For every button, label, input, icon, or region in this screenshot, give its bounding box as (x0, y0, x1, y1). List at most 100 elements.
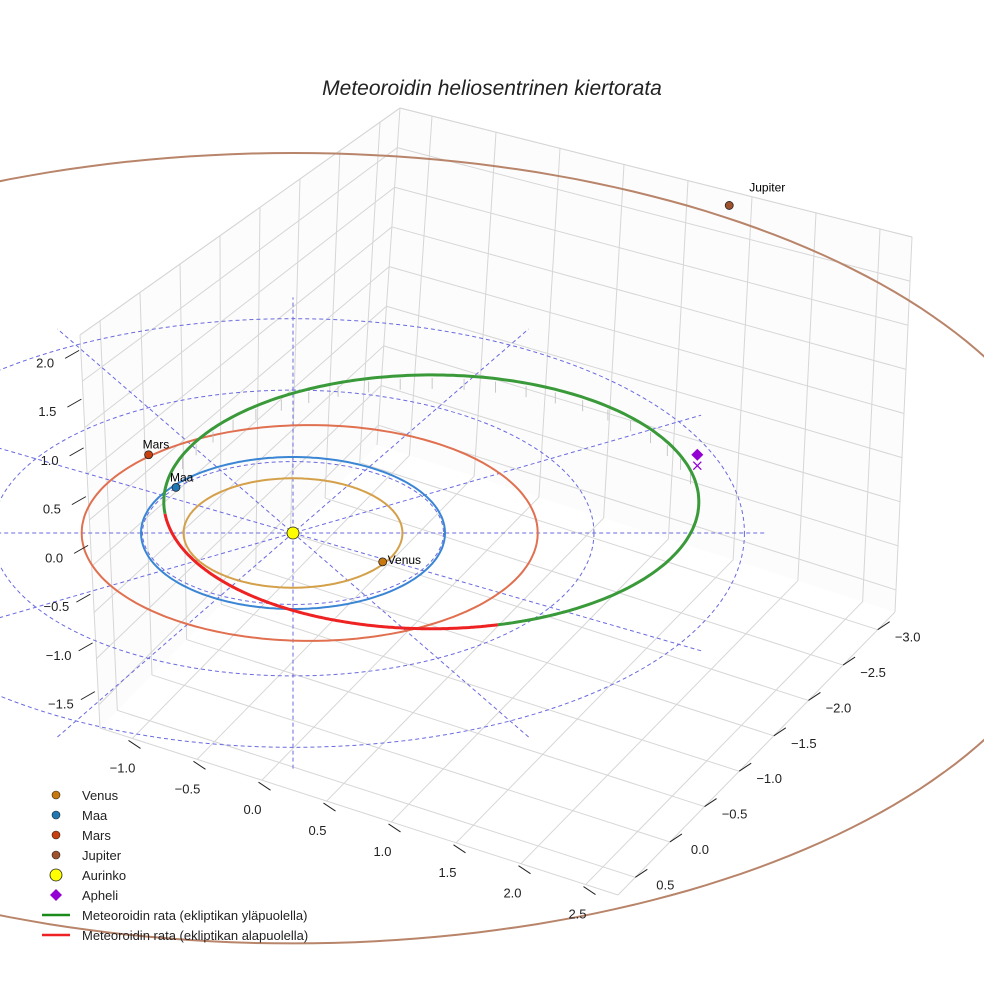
gridline-y-wall (538, 148, 561, 498)
gridline-x-wall (255, 207, 261, 569)
vertical-edge (79, 334, 101, 729)
planet-label-jupiter: Jupiter (749, 180, 785, 194)
y-axis-tick-mark (738, 762, 752, 772)
gridline-y-wall (408, 116, 433, 456)
x-axis-tick-mark (258, 781, 271, 791)
legend-item: Apheli (50, 888, 118, 903)
y-axis-tick-mark (669, 833, 683, 843)
gridline-x-wall (219, 235, 222, 605)
legend-diamond-icon (50, 889, 62, 901)
legend-dot-icon (51, 850, 61, 860)
y-axis-tick-mark (842, 656, 856, 666)
gridline-z (93, 345, 385, 613)
orbit-venus (182, 477, 404, 589)
aphelion-marker (691, 448, 704, 461)
legend-label: Mars (82, 828, 111, 843)
z-axis-tick-label: 0.0 (45, 550, 63, 565)
gridline-x-floor (132, 455, 410, 739)
legend-label: Meteoroidin rata (ekliptikan yläpuolella… (82, 908, 307, 923)
z-axis-tick-mark (80, 691, 96, 701)
legend-label: Apheli (82, 888, 118, 903)
y-axis-tick-label: 0.0 (691, 842, 709, 857)
x-axis-tick-mark (453, 844, 466, 854)
gridline-z (84, 186, 395, 428)
gridline-z (397, 147, 911, 282)
y-axis-tick-mark (773, 727, 787, 737)
legend-label: Aurinko (82, 868, 126, 883)
gridline-z (378, 424, 897, 591)
gridline-x-floor (196, 475, 475, 760)
y-axis-tick-label: −3.0 (895, 630, 921, 645)
planet-marker-maa (171, 482, 181, 492)
top-edge (79, 107, 401, 336)
meteoroid-orbit-below (163, 513, 498, 631)
gridline-y-floor (221, 603, 740, 772)
z-axis-tick-mark (69, 447, 84, 457)
gridline-x-wall (139, 292, 153, 675)
gridline-y-floor (255, 568, 774, 737)
gridline-z (86, 226, 393, 475)
vertical-edge (376, 107, 401, 446)
legend-dot-icon (51, 790, 61, 800)
reference-ray (0, 414, 702, 619)
chart-title: Meteoroidin heliosentrinen kiertorata (322, 77, 662, 100)
legend-item: Jupiter (51, 848, 122, 863)
planet-label-venus: Venus (388, 553, 421, 567)
legend-item: Venus (51, 788, 119, 803)
gridline-x-floor (326, 517, 604, 802)
gridline-y-wall (603, 164, 625, 519)
y-axis-tick-mark (877, 621, 890, 631)
legend-item: Meteoroidin rata (ekliptikan yläpuolella… (42, 908, 307, 923)
gridline-z (89, 266, 390, 521)
z-axis-tick-label: −1.5 (48, 697, 74, 712)
planet-marker-jupiter (724, 201, 734, 210)
z-axis-tick-label: −1.0 (46, 648, 72, 663)
y-axis-tick-mark (635, 868, 648, 878)
gridline-x-floor (520, 580, 799, 865)
z-axis-tick-label: 0.5 (43, 502, 61, 517)
gridline-x-wall (99, 320, 118, 711)
gridline-y-floor (359, 462, 878, 631)
y-axis-tick-label: −2.5 (860, 665, 886, 680)
z-axis-tick-label: 1.0 (41, 453, 59, 468)
top-edge (399, 107, 913, 238)
gridline-x-floor (261, 496, 540, 781)
planet-marker-venus (378, 557, 388, 567)
y-axis-tick-label: −1.0 (756, 771, 782, 786)
x-axis-tick-mark (193, 760, 206, 770)
gridline-x-wall (289, 178, 301, 534)
gridline-y-wall (797, 212, 817, 581)
x-axis-tick-label: 1.5 (438, 865, 456, 880)
z-axis-tick-mark (76, 593, 91, 603)
floor-edge (99, 727, 619, 896)
z-axis-tick-mark (78, 642, 93, 652)
y-axis-tick-label: −1.5 (791, 736, 817, 751)
x-axis-tick-label: 2.0 (503, 886, 521, 901)
x-axis-tick-label: −0.5 (175, 781, 201, 796)
x-axis-tick-mark (583, 886, 596, 895)
legend-item: Aurinko (49, 868, 126, 883)
meteoroid-orbit-above (162, 373, 701, 627)
x-axis-tick-label: −1.0 (110, 760, 136, 775)
y-axis-tick-mark (704, 798, 717, 807)
legend-label: Maa (82, 808, 108, 823)
z-axis-tick-mark (73, 544, 89, 554)
gridline-z (82, 147, 398, 382)
x-axis-tick-label: 2.5 (568, 907, 586, 922)
reference-circle (142, 461, 444, 605)
z-axis-tick-mark (71, 496, 87, 506)
z-axis-tick-label: −0.5 (44, 599, 70, 614)
gridline-y-wall (732, 196, 753, 560)
orbit-maa (139, 456, 446, 610)
gridline-z (391, 226, 907, 370)
gridline-y-floor (151, 674, 671, 843)
y-axis-tick-label: 0.5 (656, 877, 674, 892)
gridline-y-floor (117, 709, 636, 878)
y-axis-tick-label: −0.5 (722, 807, 748, 822)
x-axis-tick-mark (518, 865, 531, 875)
y-axis-tick-mark (808, 692, 821, 701)
x-axis-tick-label: 0.0 (243, 802, 261, 817)
legend-label: Meteoroidin rata (ekliptikan alapuolella… (82, 928, 308, 943)
